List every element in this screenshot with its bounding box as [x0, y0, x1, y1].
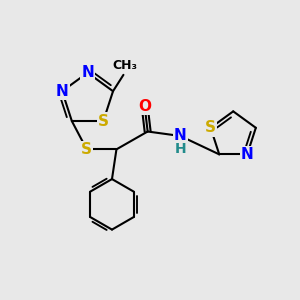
Text: S: S	[205, 120, 216, 135]
Text: N: N	[241, 147, 253, 162]
Text: N: N	[56, 84, 68, 99]
Text: S: S	[81, 142, 92, 157]
Text: N: N	[174, 128, 187, 143]
Text: CH₃: CH₃	[112, 59, 137, 72]
Text: H: H	[175, 142, 186, 156]
Text: S: S	[98, 114, 109, 129]
Text: O: O	[138, 99, 151, 114]
Text: N: N	[81, 65, 94, 80]
